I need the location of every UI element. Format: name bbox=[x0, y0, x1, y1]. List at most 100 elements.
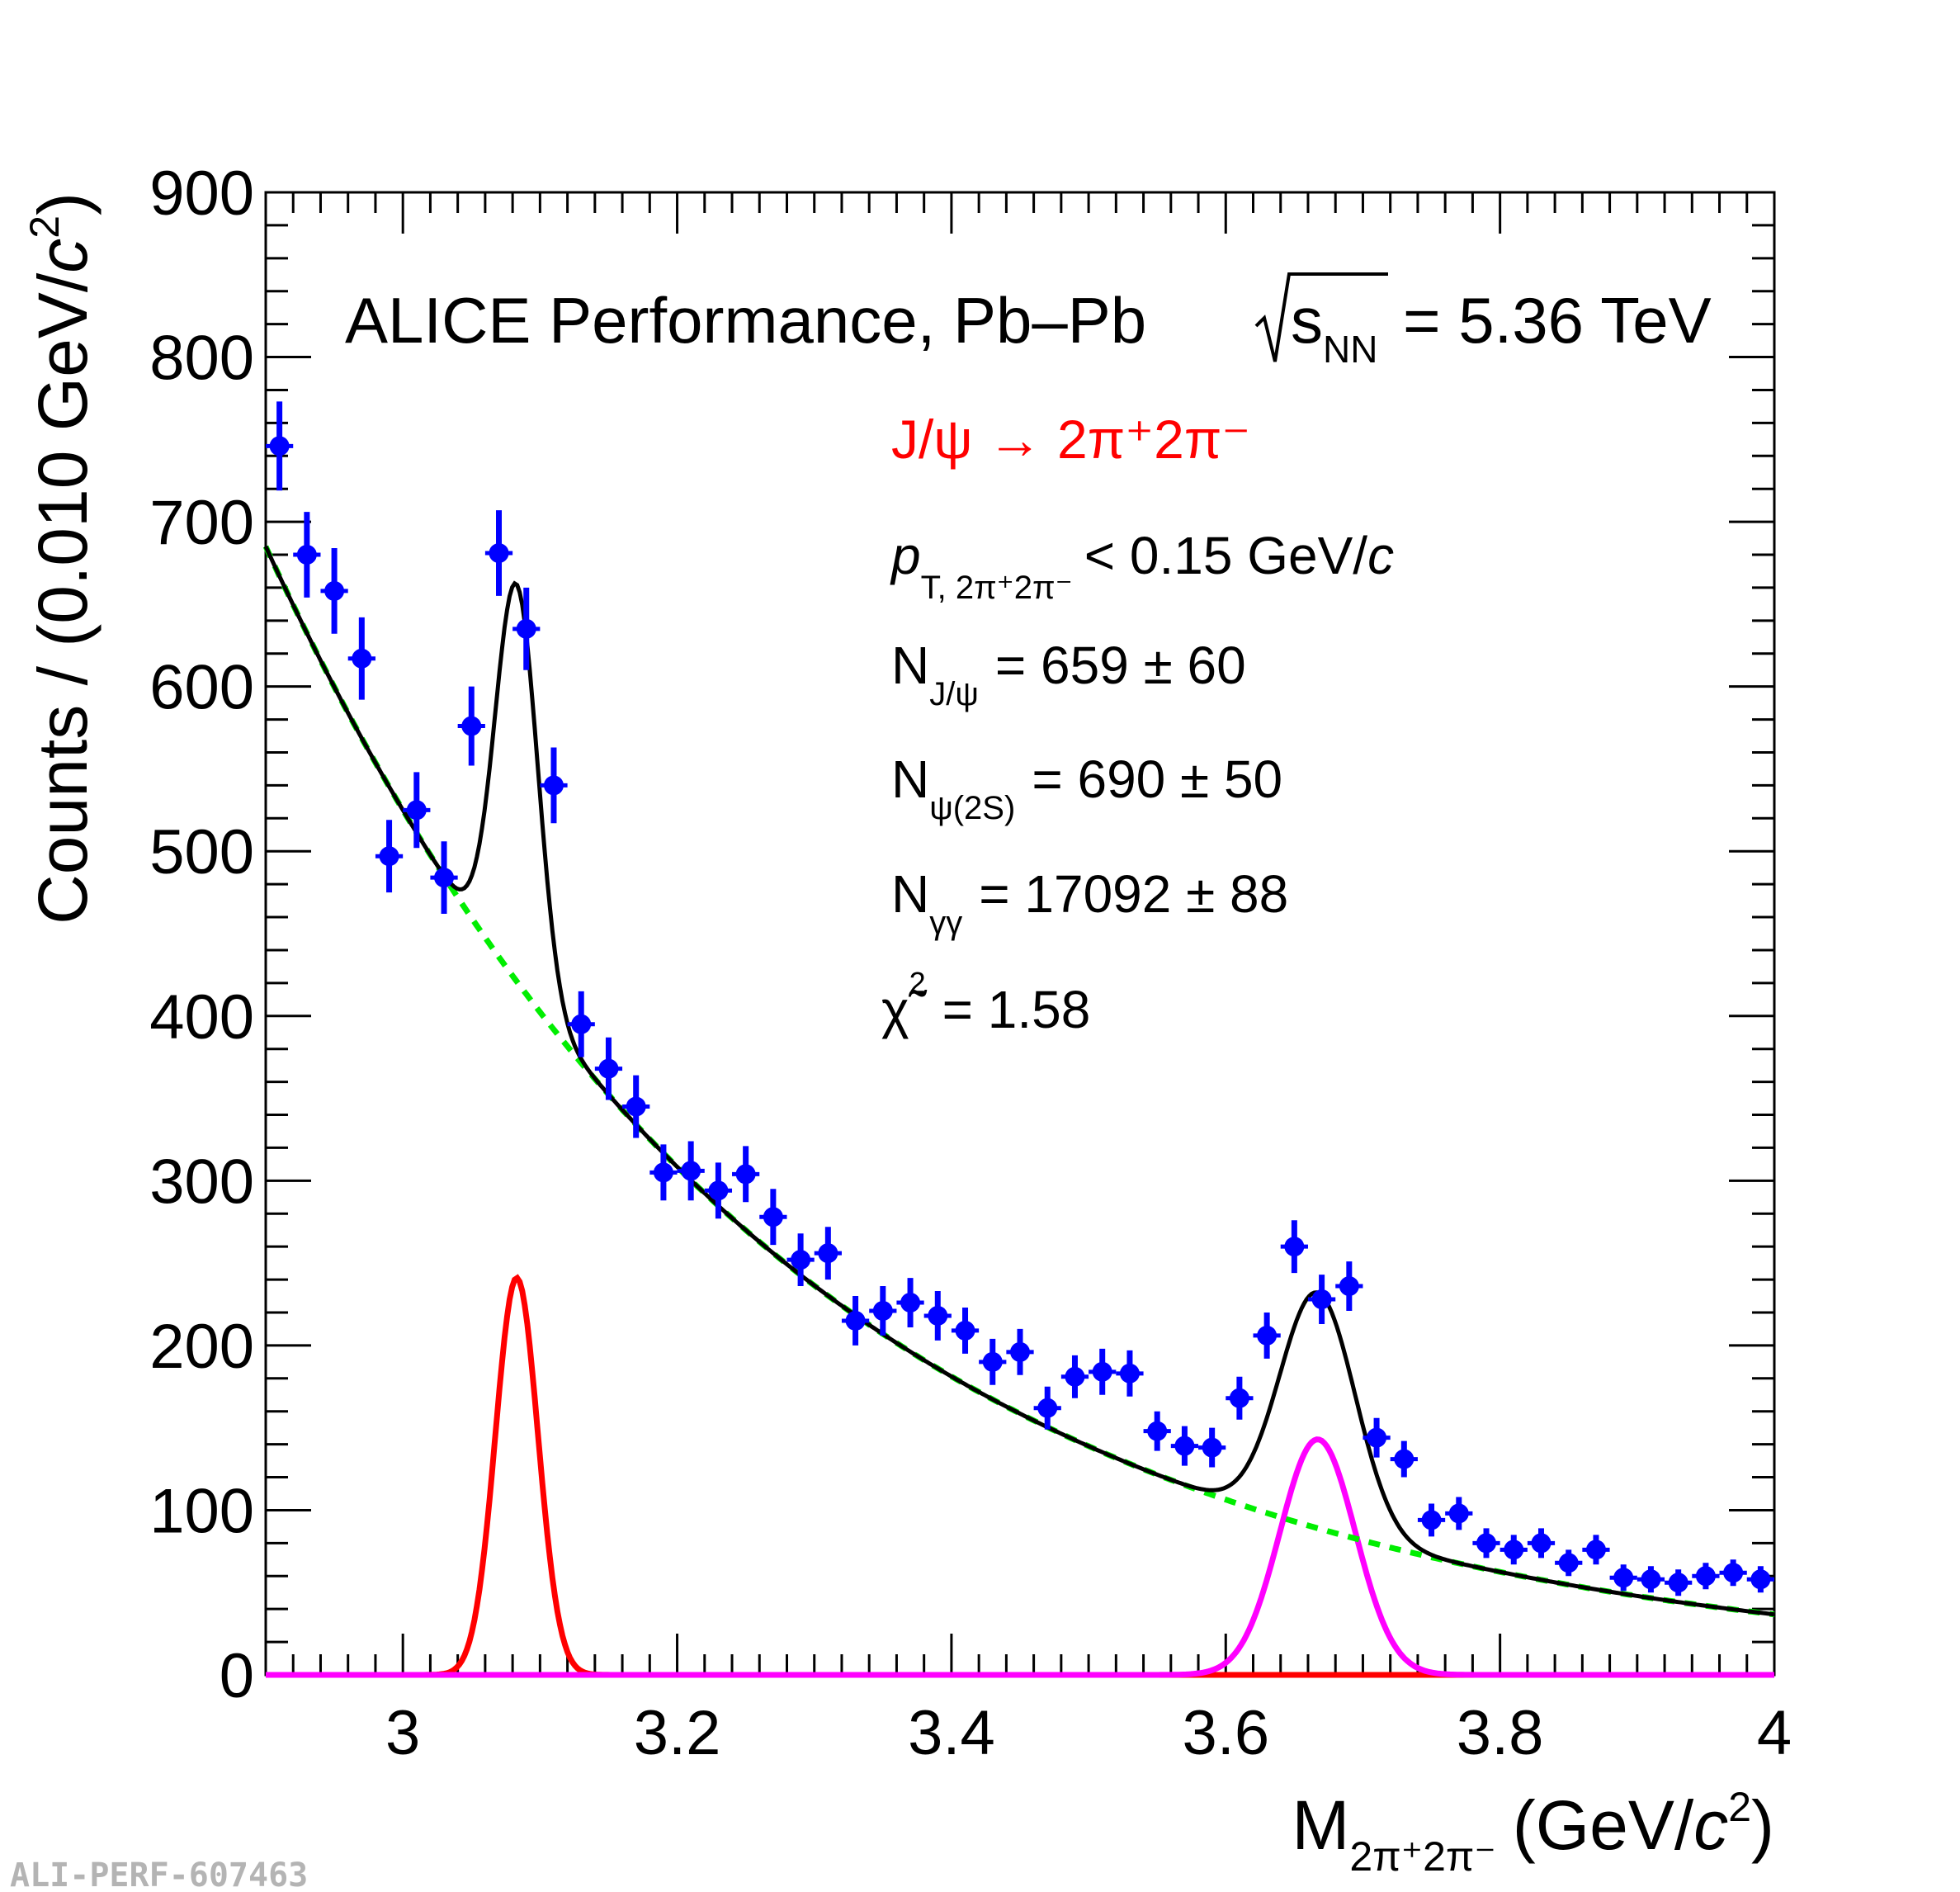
point-marker bbox=[489, 543, 509, 564]
y-tick-label: 600 bbox=[149, 653, 254, 723]
data-point bbox=[1060, 1355, 1089, 1398]
y-tick-label: 700 bbox=[149, 488, 254, 558]
axis-ticks bbox=[264, 191, 1776, 1677]
n-jpsi-value: = 659 ± 60 bbox=[995, 636, 1246, 695]
point-marker bbox=[735, 1164, 756, 1185]
point-marker bbox=[1311, 1289, 1332, 1310]
x-tick-label: 3 bbox=[385, 1698, 420, 1768]
data-point bbox=[759, 1189, 787, 1246]
point-marker bbox=[955, 1320, 975, 1341]
n-jpsi-label: NJ/ψ = 659 ± 60 bbox=[891, 636, 1246, 712]
y-label-exp: 2 bbox=[21, 215, 68, 239]
x-tick-label: 4 bbox=[1757, 1698, 1792, 1768]
point-marker bbox=[872, 1300, 893, 1321]
y-tick-labels: 0 100 200 300 400 500 600 700 800 900 bbox=[149, 158, 254, 1711]
data-point bbox=[923, 1291, 952, 1341]
point-marker bbox=[1558, 1553, 1579, 1573]
data-point bbox=[1692, 1563, 1720, 1590]
chi2-label: χ̃2 = 1.58 bbox=[881, 966, 1090, 1039]
data-point bbox=[1335, 1261, 1363, 1311]
data-point bbox=[1280, 1220, 1308, 1274]
n-psi2s-label: Nψ(2S) = 690 ± 50 bbox=[891, 750, 1282, 826]
point-marker bbox=[1476, 1533, 1497, 1554]
psi2s-signal-curve bbox=[266, 1436, 1774, 1678]
n-psi2s-symbol: N bbox=[891, 750, 929, 809]
point-marker bbox=[1613, 1568, 1634, 1588]
data-point bbox=[1555, 1549, 1583, 1577]
n-gg-symbol: N bbox=[891, 864, 929, 924]
point-marker bbox=[1723, 1563, 1744, 1583]
fit-curves bbox=[262, 545, 1775, 1678]
data-point bbox=[869, 1286, 897, 1336]
pt-cut-label: pT, 2π⁺2π⁻ < 0.15 GeV/c bbox=[890, 526, 1394, 606]
point-marker bbox=[1229, 1388, 1249, 1408]
decay-label: J/ψ → 2π⁺2π⁻ bbox=[891, 409, 1250, 470]
x-label-exp: 2 bbox=[1728, 1784, 1751, 1830]
data-point bbox=[1143, 1411, 1171, 1451]
data-point bbox=[649, 1144, 678, 1201]
point-marker bbox=[1585, 1540, 1606, 1560]
point-marker bbox=[1421, 1510, 1442, 1530]
y-tick-label: 900 bbox=[149, 158, 254, 229]
data-point bbox=[814, 1227, 842, 1280]
point-marker bbox=[1367, 1427, 1387, 1448]
data-point bbox=[403, 772, 431, 849]
point-marker bbox=[1641, 1569, 1661, 1590]
point-marker bbox=[1750, 1569, 1771, 1590]
n-gg-sub: γγ bbox=[929, 905, 962, 941]
point-marker bbox=[1065, 1366, 1085, 1387]
sqrt-sign bbox=[1254, 272, 1388, 362]
point-marker bbox=[845, 1310, 866, 1331]
data-point bbox=[1089, 1348, 1117, 1395]
data-point bbox=[1226, 1376, 1254, 1420]
data-point bbox=[1500, 1535, 1528, 1565]
point-marker bbox=[1504, 1540, 1524, 1560]
pt-symbol: p bbox=[890, 526, 921, 585]
point-marker bbox=[763, 1207, 783, 1227]
data-point bbox=[622, 1075, 650, 1138]
point-marker bbox=[516, 618, 536, 639]
point-marker bbox=[1257, 1325, 1278, 1346]
chart-title: ALICE Performance, Pb–Pb bbox=[345, 284, 1146, 357]
data-point bbox=[1170, 1426, 1199, 1466]
y-axis-label: Counts / (0.010 GeV/c2) bbox=[21, 192, 102, 925]
data-point bbox=[1636, 1566, 1665, 1593]
data-point bbox=[540, 747, 568, 824]
title-energy: = 5.36 TeV bbox=[1403, 284, 1712, 357]
point-marker bbox=[1668, 1573, 1688, 1593]
point-marker bbox=[1174, 1436, 1195, 1456]
point-marker bbox=[461, 716, 482, 736]
total-fit-curve bbox=[263, 545, 1775, 1617]
point-marker bbox=[982, 1351, 1003, 1372]
data-point bbox=[979, 1338, 1007, 1385]
chi2-value: = 1.58 bbox=[942, 980, 1091, 1039]
point-marker bbox=[791, 1250, 811, 1270]
point-marker bbox=[379, 846, 399, 867]
point-marker bbox=[626, 1096, 646, 1117]
point-marker bbox=[653, 1162, 673, 1183]
n-gg-value: = 17092 ± 88 bbox=[979, 864, 1288, 924]
data-point bbox=[430, 841, 458, 915]
x-tick-labels: 3 3.2 3.4 3.6 3.8 4 bbox=[385, 1698, 1792, 1768]
point-marker bbox=[900, 1293, 921, 1313]
data-point bbox=[320, 548, 348, 634]
x-axis-label: M2π⁺2π⁻ (GeV/c2) bbox=[1292, 1784, 1774, 1880]
data-point bbox=[1417, 1503, 1446, 1537]
point-marker bbox=[1010, 1341, 1030, 1362]
data-point bbox=[1253, 1312, 1281, 1359]
data-point bbox=[1445, 1497, 1473, 1530]
n-jpsi-symbol: N bbox=[891, 636, 929, 695]
point-marker bbox=[1202, 1437, 1222, 1458]
point-marker bbox=[1147, 1421, 1168, 1441]
point-marker bbox=[1531, 1533, 1551, 1554]
point-marker bbox=[1448, 1503, 1469, 1524]
point-marker bbox=[1394, 1449, 1415, 1469]
n-jpsi-sub: J/ψ bbox=[929, 676, 979, 712]
data-point bbox=[1719, 1559, 1747, 1587]
x-label-units: (GeV/ bbox=[1513, 1786, 1694, 1864]
point-marker bbox=[1092, 1361, 1112, 1382]
y-tick-label: 400 bbox=[149, 982, 254, 1052]
point-marker bbox=[434, 868, 455, 888]
y-label-c: c bbox=[24, 239, 102, 273]
data-point bbox=[375, 820, 404, 893]
